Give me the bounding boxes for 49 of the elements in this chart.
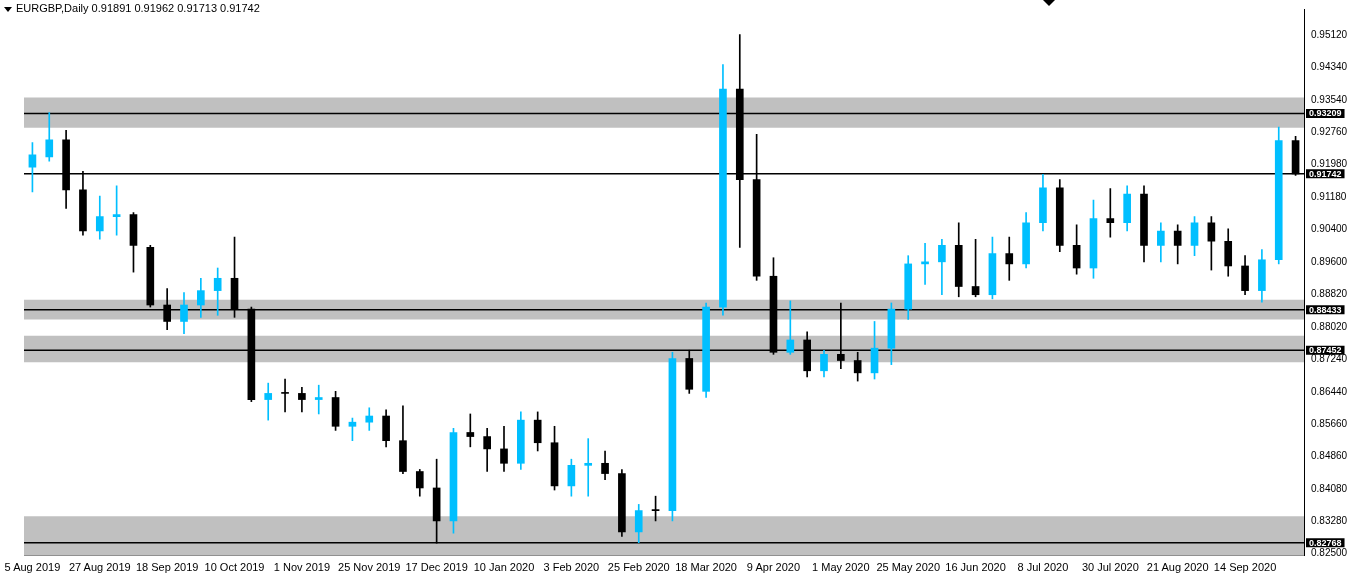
y-tick-label: 0.88020	[1311, 320, 1348, 332]
candlestick	[1005, 236, 1014, 281]
candlestick	[584, 438, 593, 497]
candlestick	[1106, 188, 1115, 238]
y-tick-label: 0.84080	[1311, 482, 1348, 494]
x-tick-label: 8 Jul 2020	[1017, 561, 1069, 574]
x-tick-label: 16 Jun 2020	[945, 561, 1006, 574]
y-tick-label: 0.84860	[1311, 450, 1348, 462]
x-tick-label: 10 Oct 2019	[204, 561, 265, 574]
x-tick-label: 9 Apr 2020	[746, 561, 801, 574]
y-tick-label: 0.88820	[1311, 287, 1348, 299]
y-tick-label: 0.89600	[1311, 255, 1348, 267]
ref-line-label: 0.88433	[1309, 304, 1342, 315]
y-tick-label: 0.85660	[1311, 417, 1348, 429]
y-tick-label: 0.91980	[1311, 157, 1348, 169]
ref-line-label: 0.91742	[1309, 168, 1342, 179]
x-tick-label: 25 Nov 2019	[338, 561, 401, 574]
candlestick	[281, 378, 289, 413]
x-tick-label: 3 Feb 2020	[543, 561, 600, 574]
x-tick-label: 25 Feb 2020	[607, 561, 670, 574]
ref-line-label: 0.82768	[1309, 537, 1342, 548]
x-tick-label: 1 May 2020	[812, 561, 870, 574]
y-tick-label: 0.91180	[1311, 190, 1347, 202]
candlestick	[466, 413, 475, 448]
chart-title: EURGBP,Daily 0.91891 0.91962 0.91713 0.91742	[16, 2, 260, 14]
x-tick-label: 10 Jan 2020	[473, 561, 535, 574]
ref-line-label: 0.87452	[1309, 345, 1342, 356]
y-tick-label: 0.93540	[1311, 93, 1348, 105]
x-tick-label: 17 Dec 2019	[405, 561, 468, 574]
x-tick-label: 30 Jul 2020	[1081, 561, 1139, 574]
x-tick-label: 25 May 2020	[876, 561, 941, 574]
y-tick-label: 0.82500	[1311, 547, 1348, 559]
x-tick-label: 18 Sep 2019	[135, 561, 199, 574]
x-tick-label: 27 Aug 2019	[68, 561, 131, 574]
x-tick-label: 1 Nov 2019	[273, 561, 331, 574]
candlestick	[264, 382, 273, 421]
x-tick-label: 14 Sep 2020	[1213, 561, 1277, 574]
y-tick-label: 0.92760	[1311, 125, 1348, 137]
y-tick-label: 0.83280	[1311, 515, 1348, 527]
y-tick-label: 0.86440	[1311, 385, 1348, 397]
ref-line-label: 0.93209	[1309, 108, 1342, 119]
candlestick	[786, 300, 795, 355]
y-tick-label: 0.95120	[1311, 28, 1348, 40]
y-tick-label: 0.90400	[1311, 222, 1348, 234]
candlestick	[314, 384, 323, 415]
x-tick-label: 5 Aug 2019	[4, 561, 61, 574]
x-tick-label: 21 Aug 2020	[1146, 561, 1209, 574]
y-tick-label: 0.94340	[1311, 60, 1348, 72]
x-tick-label: 18 Mar 2020	[675, 561, 737, 574]
